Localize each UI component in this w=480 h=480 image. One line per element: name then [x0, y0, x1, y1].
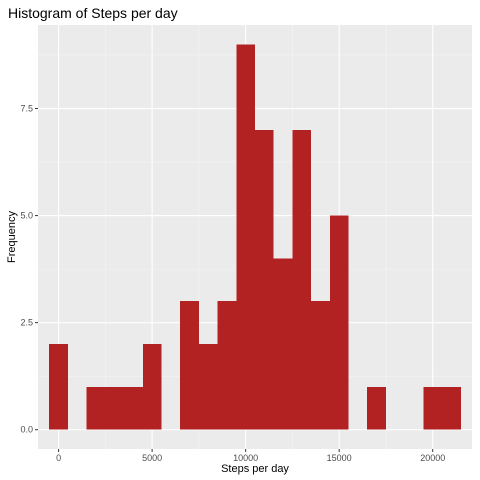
histogram-bar [311, 301, 330, 429]
histogram-bar [255, 130, 274, 430]
histogram-bar [124, 387, 143, 430]
y-tick-label: 0.0 [20, 425, 33, 435]
histogram-bar [423, 387, 442, 430]
histogram-bar [442, 387, 461, 430]
histogram-bar [180, 301, 199, 429]
histogram-bar [330, 216, 349, 430]
histogram-bar [87, 387, 106, 430]
x-tick-label: 15000 [327, 453, 352, 463]
histogram-bar [236, 44, 255, 429]
histogram-bar [49, 344, 68, 430]
histogram-bar [143, 344, 162, 430]
x-tick-label: 10000 [233, 453, 258, 463]
x-axis-ticks: 0 5000 10000 15000 20000 [56, 449, 445, 463]
chart-title: Histogram of Steps per day [8, 5, 178, 21]
y-tick-label: 2.5 [20, 318, 33, 328]
histogram-bar [274, 258, 293, 429]
x-tick-label: 20000 [420, 453, 445, 463]
histogram-bar [292, 130, 311, 430]
histogram-bar [218, 301, 237, 429]
y-tick-label: 7.5 [20, 104, 33, 114]
x-tick-label: 5000 [142, 453, 162, 463]
x-tick-label: 0 [56, 453, 61, 463]
y-axis-ticks: 0.0 2.5 5.0 7.5 [20, 104, 38, 435]
histogram-bar [367, 387, 386, 430]
histogram-bar [105, 387, 124, 430]
histogram-bar [199, 344, 218, 430]
y-axis-title: Frequency [6, 211, 18, 263]
x-axis-title: Steps per day [221, 463, 289, 475]
y-tick-label: 5.0 [20, 211, 33, 221]
